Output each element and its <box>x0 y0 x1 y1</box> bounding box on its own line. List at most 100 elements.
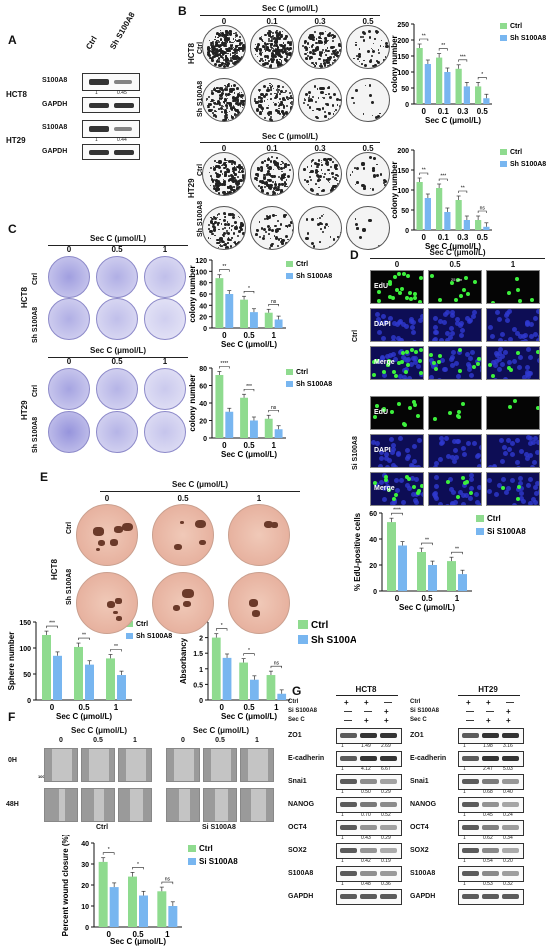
nucleus <box>374 312 380 318</box>
colony <box>283 50 286 54</box>
lane-label: Ctrl <box>84 34 99 51</box>
panel-header: Sec C (μmol/L) <box>171 480 228 489</box>
nucleus <box>432 336 438 341</box>
colony <box>225 193 229 195</box>
nucleus <box>410 329 416 335</box>
colony <box>309 34 313 38</box>
nucleus <box>409 476 415 482</box>
edu-positive-cell <box>429 274 434 279</box>
concentration-label: 0.5 <box>362 144 374 153</box>
colony <box>307 232 310 235</box>
quant-value: 0.44 <box>117 137 127 143</box>
micrograph <box>428 434 482 468</box>
colony <box>224 84 226 87</box>
edu-positive-cell <box>462 287 466 292</box>
colony <box>322 189 326 193</box>
colony <box>227 175 230 178</box>
colony <box>223 157 227 161</box>
panel-header: Sec C (μmol/L) <box>429 248 486 257</box>
blot-label: OCT4 <box>288 824 307 831</box>
colony <box>290 95 292 97</box>
colony <box>230 47 234 51</box>
nucleus <box>536 309 539 315</box>
colony <box>278 169 280 171</box>
significance-label: ** <box>461 186 465 192</box>
edu-positive-cell <box>409 296 414 301</box>
colony <box>225 231 229 235</box>
nucleus <box>412 464 418 467</box>
colony <box>270 46 273 49</box>
colony <box>236 187 240 191</box>
colony <box>290 107 293 110</box>
colony <box>216 184 219 187</box>
nucleus <box>380 355 386 361</box>
band <box>502 894 519 899</box>
legend-swatch <box>298 620 308 629</box>
colony <box>323 64 327 67</box>
colony <box>370 47 373 50</box>
colony <box>325 103 329 107</box>
colony <box>281 31 283 33</box>
colony <box>289 102 292 104</box>
colony <box>237 111 241 115</box>
colony <box>223 171 227 174</box>
nucleus <box>388 437 394 443</box>
nucleus <box>450 362 456 368</box>
colony <box>328 40 330 42</box>
significance-label: *** <box>246 384 252 390</box>
colony <box>334 110 336 112</box>
colony <box>266 43 269 46</box>
significance-bracket <box>419 38 429 41</box>
edu-positive-cell <box>387 280 392 285</box>
panel-header: Sec C (μmol/L) <box>192 726 249 735</box>
nucleus <box>438 441 444 447</box>
colony <box>335 164 339 168</box>
colony <box>213 101 216 104</box>
nucleus <box>451 489 457 495</box>
colony <box>329 158 332 161</box>
x-tick-label: 0.1 <box>438 107 450 116</box>
colony <box>233 177 236 180</box>
edu-positive-cell <box>377 290 382 295</box>
colony <box>227 38 230 41</box>
colony <box>223 110 227 114</box>
colony <box>281 171 284 173</box>
condition-label: Si S100A8 <box>288 708 318 714</box>
colony <box>384 56 387 58</box>
blot-label: NANOG <box>410 801 437 808</box>
bar <box>428 565 437 591</box>
colony <box>270 88 273 91</box>
colony <box>223 193 226 195</box>
colony <box>256 45 259 48</box>
colony <box>220 49 224 54</box>
condition-mark: — <box>466 707 474 716</box>
colony <box>228 32 233 36</box>
nucleus <box>522 374 528 379</box>
nucleus <box>507 337 513 341</box>
colony <box>285 111 289 115</box>
colony <box>272 53 275 56</box>
colony <box>213 113 216 117</box>
colony <box>233 38 235 40</box>
cell-label: HCT8 <box>355 685 377 694</box>
colony <box>302 44 305 47</box>
colony <box>363 59 365 61</box>
colony <box>231 55 235 59</box>
band <box>360 871 377 876</box>
cell-label: HT29 <box>20 400 29 420</box>
band <box>482 779 499 784</box>
nucleus <box>457 350 463 356</box>
y-tick-label: 40 <box>81 841 89 848</box>
colony <box>235 224 237 227</box>
colony <box>261 51 263 53</box>
colony <box>274 103 278 107</box>
significance-bracket <box>458 59 468 62</box>
colony <box>223 98 227 101</box>
quant-value: 0.40 <box>503 789 513 795</box>
significance-label: **** <box>220 361 228 367</box>
colony <box>281 242 284 245</box>
colony <box>267 37 271 41</box>
colony <box>265 215 268 217</box>
edu-positive-cell <box>386 488 391 493</box>
nucleus <box>434 474 440 480</box>
